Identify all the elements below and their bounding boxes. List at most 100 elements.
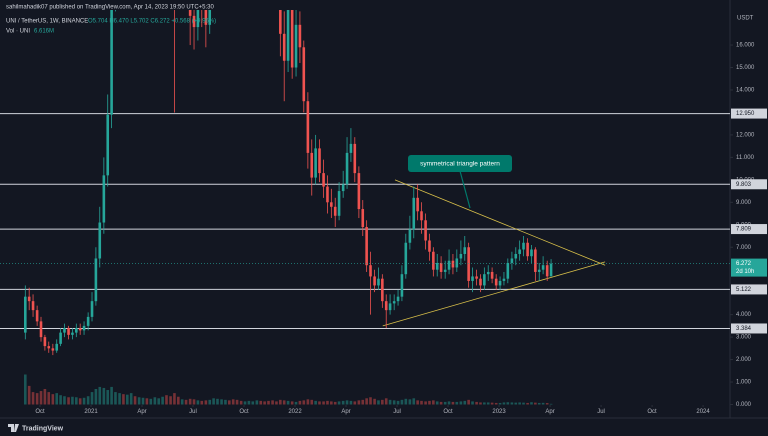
candle-body — [498, 280, 502, 286]
volume-bar — [196, 400, 200, 405]
volume-bar — [322, 401, 325, 405]
volume-bar — [279, 399, 282, 405]
candle-body — [490, 271, 494, 279]
candle-body — [534, 249, 537, 272]
candle-body — [451, 260, 455, 268]
candle-body — [110, 10, 113, 115]
volume-bar — [490, 402, 494, 405]
y-tick-label: 1.000 — [736, 380, 752, 386]
volume-bar — [31, 392, 35, 405]
volume-bar — [400, 399, 404, 405]
y-tick-label: 9.000 — [736, 200, 752, 206]
candle-body — [47, 346, 51, 349]
candle-body — [302, 47, 306, 102]
volume-bar — [122, 394, 125, 405]
candle-body — [310, 152, 314, 178]
candle-body — [286, 10, 290, 61]
candle-body — [549, 263, 553, 277]
level-label-box — [731, 284, 767, 295]
volume-bar — [47, 392, 51, 405]
x-tick-label: Jul — [189, 409, 197, 415]
candle-body — [71, 332, 74, 335]
candle-body — [314, 148, 317, 178]
volume-bar — [133, 396, 137, 405]
x-tick-label: 2022 — [288, 409, 302, 415]
volume-bar — [282, 400, 286, 405]
candle-body — [475, 276, 478, 279]
candle-body — [333, 206, 337, 216]
volume-bar — [63, 396, 66, 405]
volume-bar — [432, 400, 435, 405]
volume-bar — [506, 402, 510, 405]
volume-bar — [184, 399, 188, 405]
candle-body — [541, 265, 545, 270]
volume-bar — [486, 402, 490, 405]
y-tick-label: 14.000 — [736, 88, 755, 94]
volume-bar — [541, 402, 545, 405]
volume-bar — [428, 400, 431, 405]
candle-body — [94, 258, 98, 302]
candle-body — [459, 253, 463, 259]
volume-bar — [235, 399, 239, 405]
volume-bar — [357, 400, 361, 405]
candle-body — [345, 152, 349, 185]
candle-body — [337, 191, 341, 216]
candle-body — [282, 33, 286, 61]
candle-body — [404, 242, 408, 275]
volume-bar — [361, 399, 365, 405]
candle-body — [63, 328, 66, 333]
volume-bar — [275, 401, 278, 405]
volume-bar — [220, 399, 223, 405]
volume-bar — [498, 402, 502, 405]
volume-bar — [318, 401, 321, 405]
volume-bar — [149, 398, 153, 405]
candle-body — [43, 337, 47, 347]
volume-bar — [345, 400, 349, 405]
x-tick-label: Jul — [393, 409, 401, 415]
volume-bar — [90, 392, 94, 405]
candle-body — [537, 269, 541, 272]
candle-body — [447, 260, 451, 270]
volume-bar — [522, 402, 525, 405]
volume-bar — [298, 400, 302, 405]
candle-body — [400, 274, 404, 297]
level-label: 7.809 — [736, 227, 752, 233]
candle-body — [396, 296, 400, 302]
candle-body — [424, 220, 427, 241]
volume-bar — [118, 393, 121, 405]
volume-bar — [231, 399, 235, 405]
candle-body — [106, 114, 110, 176]
volume-bar — [549, 403, 553, 405]
annotation-text: symmetrical triangle pattern — [420, 161, 500, 168]
candle-body — [443, 269, 447, 272]
volume-bar — [51, 394, 55, 405]
candle-body — [479, 278, 482, 286]
volume-bar — [102, 387, 106, 405]
volume-bar — [510, 402, 514, 405]
volume-bar — [290, 401, 294, 405]
candle-body — [408, 229, 412, 243]
candle-body — [23, 296, 27, 333]
level-label-box — [731, 224, 767, 235]
volume-bar — [502, 402, 506, 405]
volume-bar — [161, 396, 164, 405]
volume-bar — [479, 402, 482, 405]
candle-body — [204, 10, 208, 25]
y-tick-label: 2.000 — [736, 357, 752, 363]
annotation-box — [408, 155, 512, 172]
volume-bar — [537, 402, 541, 405]
candle-body — [432, 251, 435, 270]
volume-bar — [212, 398, 215, 405]
volume-bar — [447, 401, 451, 405]
y-tick-label: 15.000 — [736, 65, 755, 71]
volume-bar — [471, 401, 474, 405]
x-tick-label: 2021 — [84, 409, 98, 415]
volume-bar — [27, 385, 31, 405]
volume-bar — [294, 401, 298, 405]
volume-bar — [388, 399, 392, 405]
candle-body — [384, 301, 388, 311]
volume-bar — [153, 397, 157, 405]
candle-body — [67, 328, 70, 335]
volume-bar — [75, 397, 78, 405]
candle-body — [388, 303, 392, 311]
